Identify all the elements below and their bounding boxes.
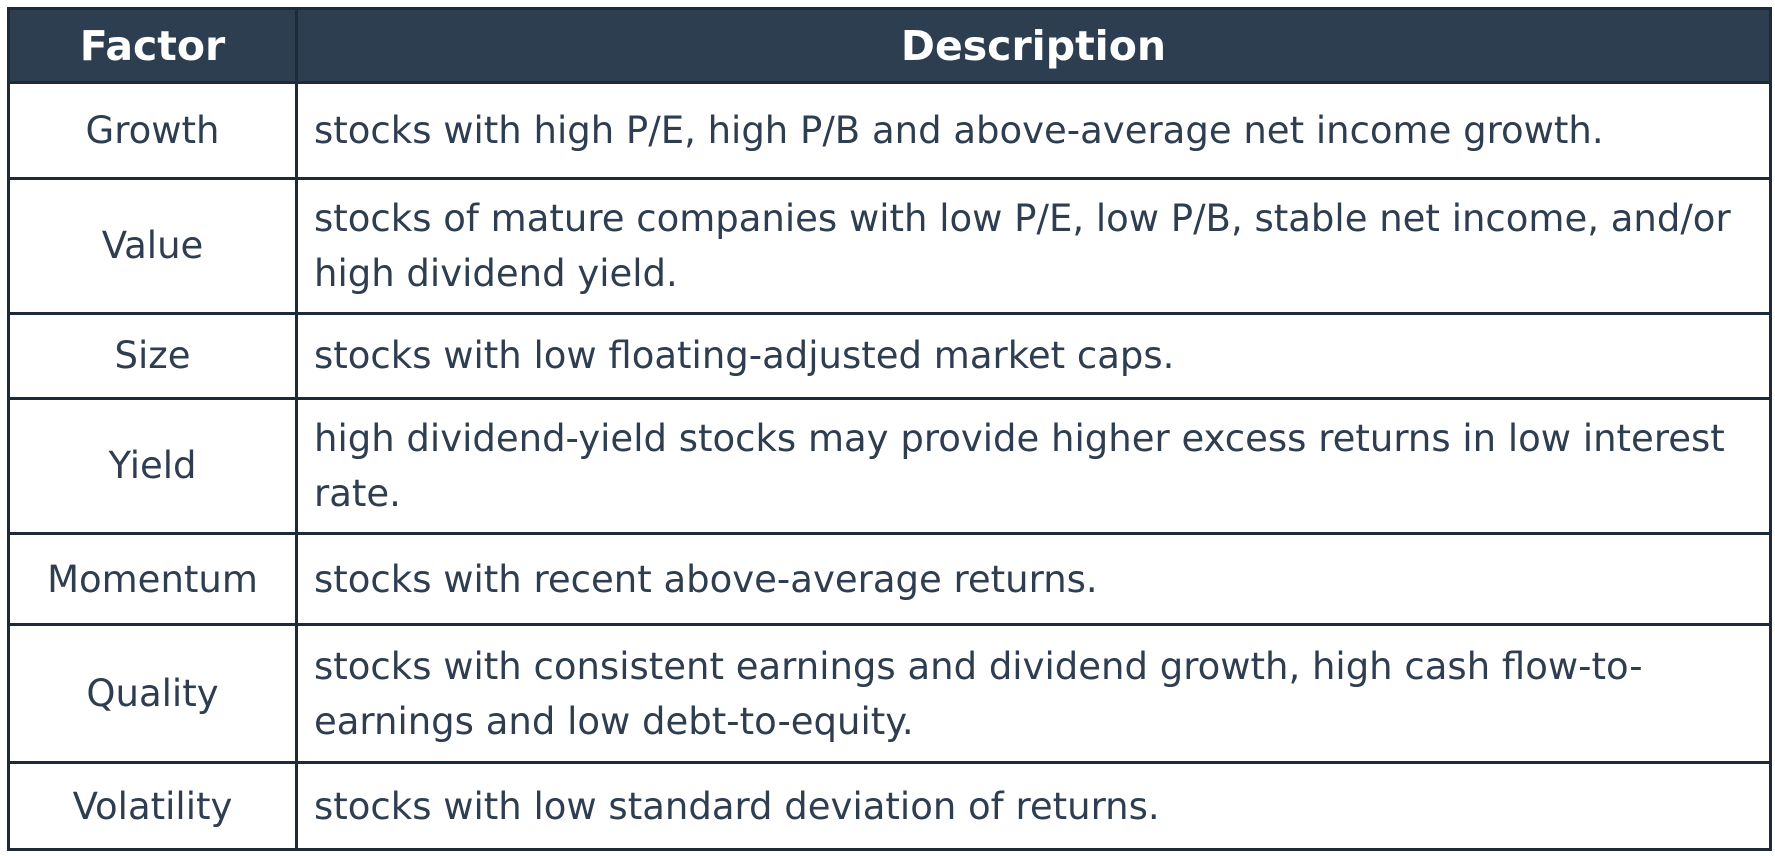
factor-cell: Quality [7,623,298,765]
factor-table: Factor Description Growth stocks with hi… [7,7,1772,851]
factor-cell: Size [7,312,298,400]
description-cell: high dividend-yield stocks may provide h… [295,396,1772,536]
factor-cell: Yield [7,396,298,536]
factor-cell: Growth [7,81,298,180]
table-row: Yield high dividend-yield stocks may pro… [7,396,1772,536]
description-cell: stocks with low floating-adjusted market… [295,312,1772,400]
factor-cell: Volatility [7,761,298,851]
table-row: Size stocks with low floating-adjusted m… [7,312,1772,400]
table-row: Quality stocks with consistent earnings … [7,623,1772,765]
factor-cell: Value [7,176,298,316]
table-row: Volatility stocks with low standard devi… [7,761,1772,851]
table-row: Growth stocks with high P/E, high P/B an… [7,81,1772,180]
column-header-description: Description [296,8,1772,84]
table-body: Growth stocks with high P/E, high P/B an… [7,81,1772,851]
table-header: Factor Description [8,8,1772,84]
table-row: Value stocks of mature companies with lo… [7,176,1772,316]
table-row: Momentum stocks with recent above-averag… [7,532,1772,627]
description-cell: stocks of mature companies with low P/E,… [295,176,1772,316]
column-header-factor: Factor [8,8,298,84]
description-cell: stocks with high P/E, high P/B and above… [295,81,1772,180]
factor-cell: Momentum [7,532,298,627]
header-row: Factor Description [8,8,1772,84]
description-cell: stocks with consistent earnings and divi… [295,623,1772,765]
description-cell: stocks with low standard deviation of re… [295,761,1772,851]
description-cell: stocks with recent above-average returns… [295,532,1772,627]
